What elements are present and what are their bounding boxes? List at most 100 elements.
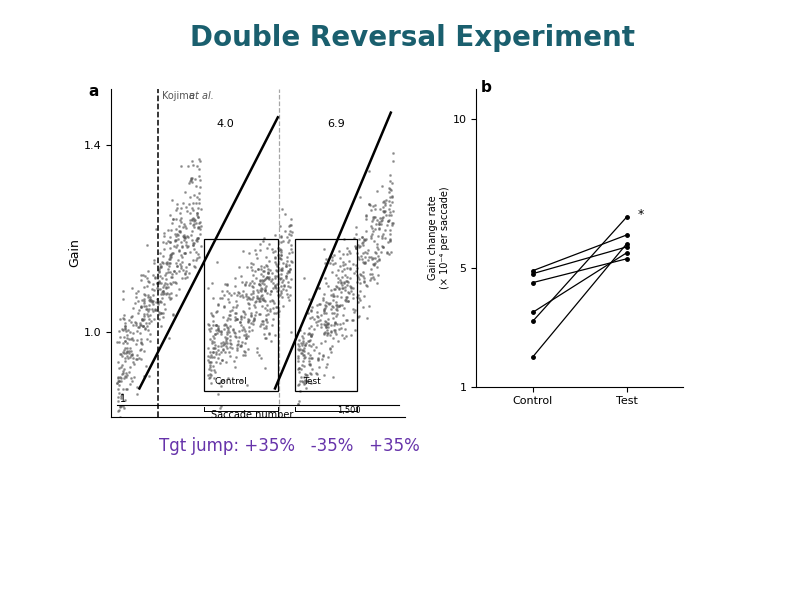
Point <box>142 318 155 327</box>
Point <box>229 302 242 312</box>
Point <box>291 356 304 365</box>
Point <box>123 315 136 325</box>
Point <box>337 250 349 259</box>
Point <box>386 198 399 207</box>
Point <box>171 240 183 250</box>
Point <box>370 242 383 252</box>
Point <box>135 315 148 324</box>
Point <box>334 261 347 271</box>
Point <box>160 279 173 289</box>
Point <box>272 307 284 317</box>
Point <box>265 320 278 330</box>
Point <box>303 340 315 350</box>
Point <box>204 309 217 318</box>
Point <box>267 315 279 324</box>
Point <box>349 229 362 239</box>
Point <box>186 215 198 224</box>
Point <box>365 269 378 278</box>
Point <box>118 372 131 381</box>
Bar <box>204 239 278 391</box>
Point <box>130 289 143 298</box>
Point <box>112 372 125 381</box>
Point <box>153 314 166 324</box>
Point <box>191 161 204 171</box>
Point <box>302 309 314 318</box>
Point <box>299 352 311 362</box>
Point <box>327 302 340 312</box>
Point <box>179 270 191 279</box>
Point <box>176 231 189 240</box>
Point <box>260 289 273 298</box>
Point <box>333 301 345 311</box>
Point <box>220 287 233 296</box>
Point <box>382 203 395 213</box>
Point <box>322 322 334 331</box>
Point <box>162 267 175 277</box>
Point <box>152 277 165 286</box>
Point <box>117 367 129 376</box>
Point <box>207 361 220 371</box>
Point <box>162 226 175 235</box>
Point <box>362 252 375 261</box>
Point <box>129 339 142 348</box>
Point <box>136 296 148 305</box>
Point <box>306 339 319 349</box>
Point <box>194 217 206 227</box>
Point <box>147 306 160 315</box>
Point <box>363 199 376 208</box>
Point <box>137 309 150 319</box>
Point <box>154 262 167 272</box>
Point <box>333 324 345 334</box>
Point <box>207 311 220 321</box>
Point <box>193 199 206 208</box>
Point <box>224 306 237 315</box>
Point <box>183 215 196 224</box>
Point <box>254 319 267 328</box>
Point <box>281 277 294 286</box>
Point <box>333 284 345 293</box>
Point <box>249 245 262 255</box>
Point <box>221 327 233 337</box>
Point <box>204 324 217 333</box>
Point <box>269 330 282 340</box>
Point <box>163 334 175 343</box>
Point <box>114 402 126 412</box>
Point <box>375 216 387 226</box>
Point <box>195 221 207 231</box>
Point <box>319 300 332 309</box>
Point <box>160 258 172 268</box>
Point <box>146 298 159 307</box>
Point <box>157 280 170 289</box>
Point <box>302 348 314 358</box>
Point <box>355 255 368 264</box>
Point <box>251 286 264 295</box>
Point <box>357 277 370 286</box>
Point <box>175 264 187 273</box>
Point <box>222 373 235 383</box>
Point <box>247 288 260 298</box>
Point <box>186 215 198 225</box>
Point <box>326 333 339 343</box>
Point <box>214 329 227 339</box>
Point <box>137 315 149 325</box>
Point <box>181 242 194 251</box>
Point <box>336 284 349 293</box>
Point <box>169 230 182 239</box>
Point <box>324 299 337 308</box>
Point <box>295 360 308 369</box>
Point <box>368 253 381 263</box>
Point <box>231 315 244 324</box>
Point <box>376 214 389 223</box>
Point <box>347 294 360 303</box>
Point <box>351 277 364 286</box>
Point <box>246 265 259 274</box>
Point <box>350 260 363 270</box>
Point <box>293 335 306 345</box>
Point <box>115 352 128 361</box>
Point <box>257 295 270 305</box>
Point <box>153 276 166 286</box>
Point <box>272 273 285 282</box>
Point <box>284 240 297 250</box>
Point <box>357 235 370 245</box>
Point <box>270 259 283 269</box>
